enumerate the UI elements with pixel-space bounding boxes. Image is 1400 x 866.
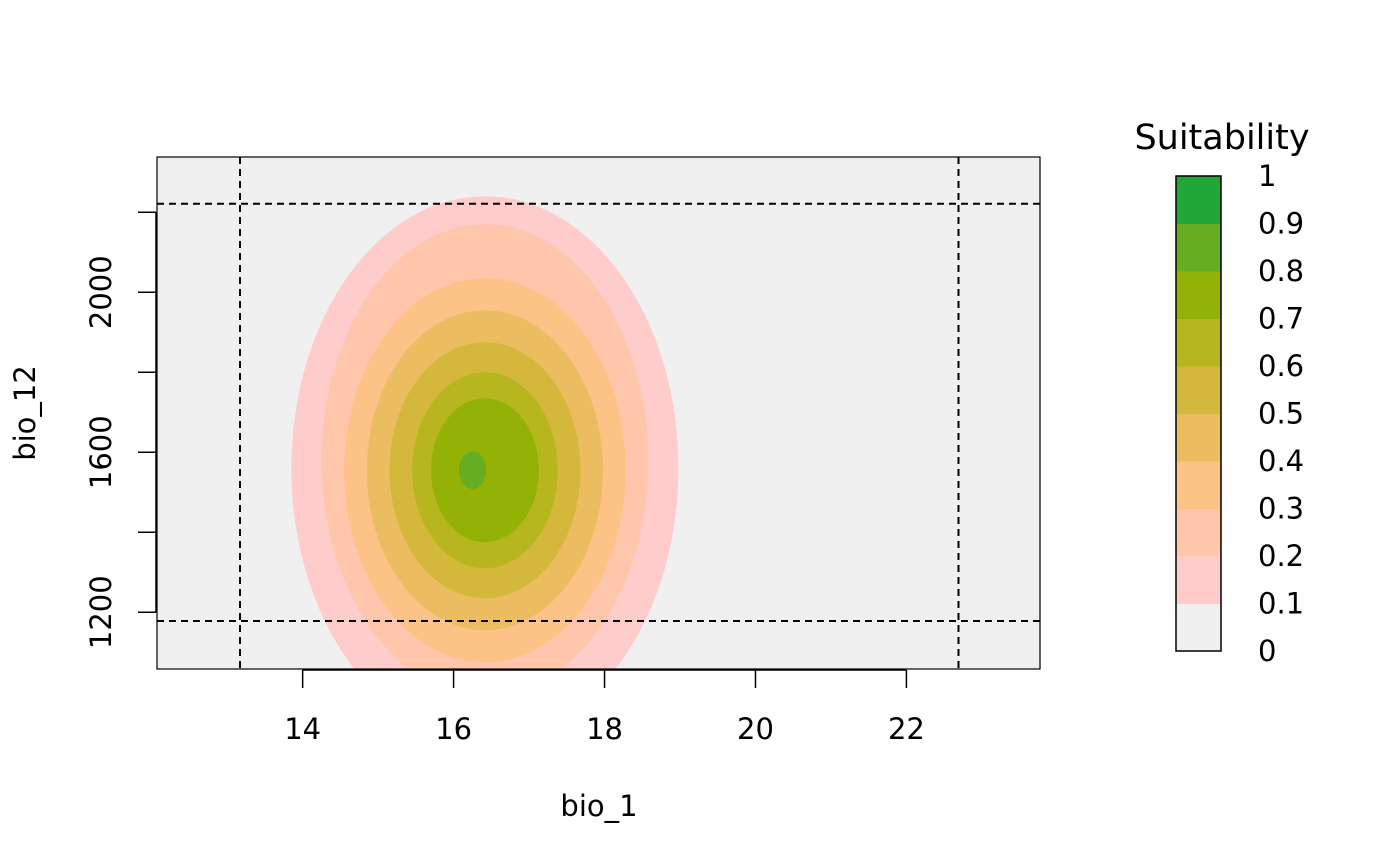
legend-swatch-0	[1176, 603, 1221, 652]
legend-break-label: 0.7	[1258, 302, 1304, 336]
legend-swatch-5	[1176, 366, 1221, 414]
y-tick-label: 2000	[84, 255, 118, 329]
legend-break-label: 0.8	[1258, 254, 1304, 288]
x-tick-label: 18	[586, 712, 623, 746]
legend-bar-border	[1175, 175, 1222, 652]
legend-swatch-1	[1176, 556, 1221, 604]
legend-break-label: 0.6	[1258, 349, 1304, 383]
x-axis-title: bio_1	[560, 789, 637, 823]
y-tick-label: 1200	[84, 575, 118, 649]
legend-swatch-4	[1176, 413, 1221, 462]
suitability-surface	[291, 196, 679, 669]
x-tick-label: 22	[888, 712, 925, 746]
y-axis-title: bio_12	[8, 365, 42, 461]
legend-title: Suitability	[1134, 118, 1309, 158]
suitability-contour-0.8	[458, 451, 487, 490]
legend-swatch-9	[1176, 176, 1221, 224]
legend-break-label: 0.9	[1258, 207, 1304, 241]
reference-lines	[157, 157, 1040, 669]
plot-border	[156, 156, 1041, 670]
x-tick-label: 16	[435, 712, 472, 746]
legend-swatch-2	[1176, 508, 1221, 557]
legend: Suitability 0 0.1 0.2 0.3 0.4 0.5 0.6 0.7 0.8 0.9…	[1134, 118, 1309, 668]
legend-break-label: 0.2	[1258, 539, 1304, 573]
y-tick-label: 1600	[84, 415, 118, 489]
legend-break-label: 0	[1258, 634, 1276, 668]
y-axis: 1200 1600 2000	[84, 211, 157, 649]
x-tick-label: 14	[284, 712, 321, 746]
legend-break-label: 1	[1258, 159, 1276, 193]
legend-break-label: 0.3	[1258, 492, 1304, 526]
legend-break-label: 0.5	[1258, 397, 1304, 431]
legend-swatch-8	[1176, 223, 1221, 272]
legend-break-label: 0.4	[1258, 444, 1304, 478]
legend-swatch-3	[1176, 461, 1221, 509]
plot-frame	[156, 156, 1041, 670]
legend-swatch-6	[1176, 318, 1221, 367]
legend-swatch-7	[1176, 271, 1221, 319]
x-axis: 14 16 18 20 22	[284, 669, 925, 746]
x-tick-label: 20	[737, 712, 774, 746]
legend-break-label: 0.1	[1258, 587, 1304, 621]
